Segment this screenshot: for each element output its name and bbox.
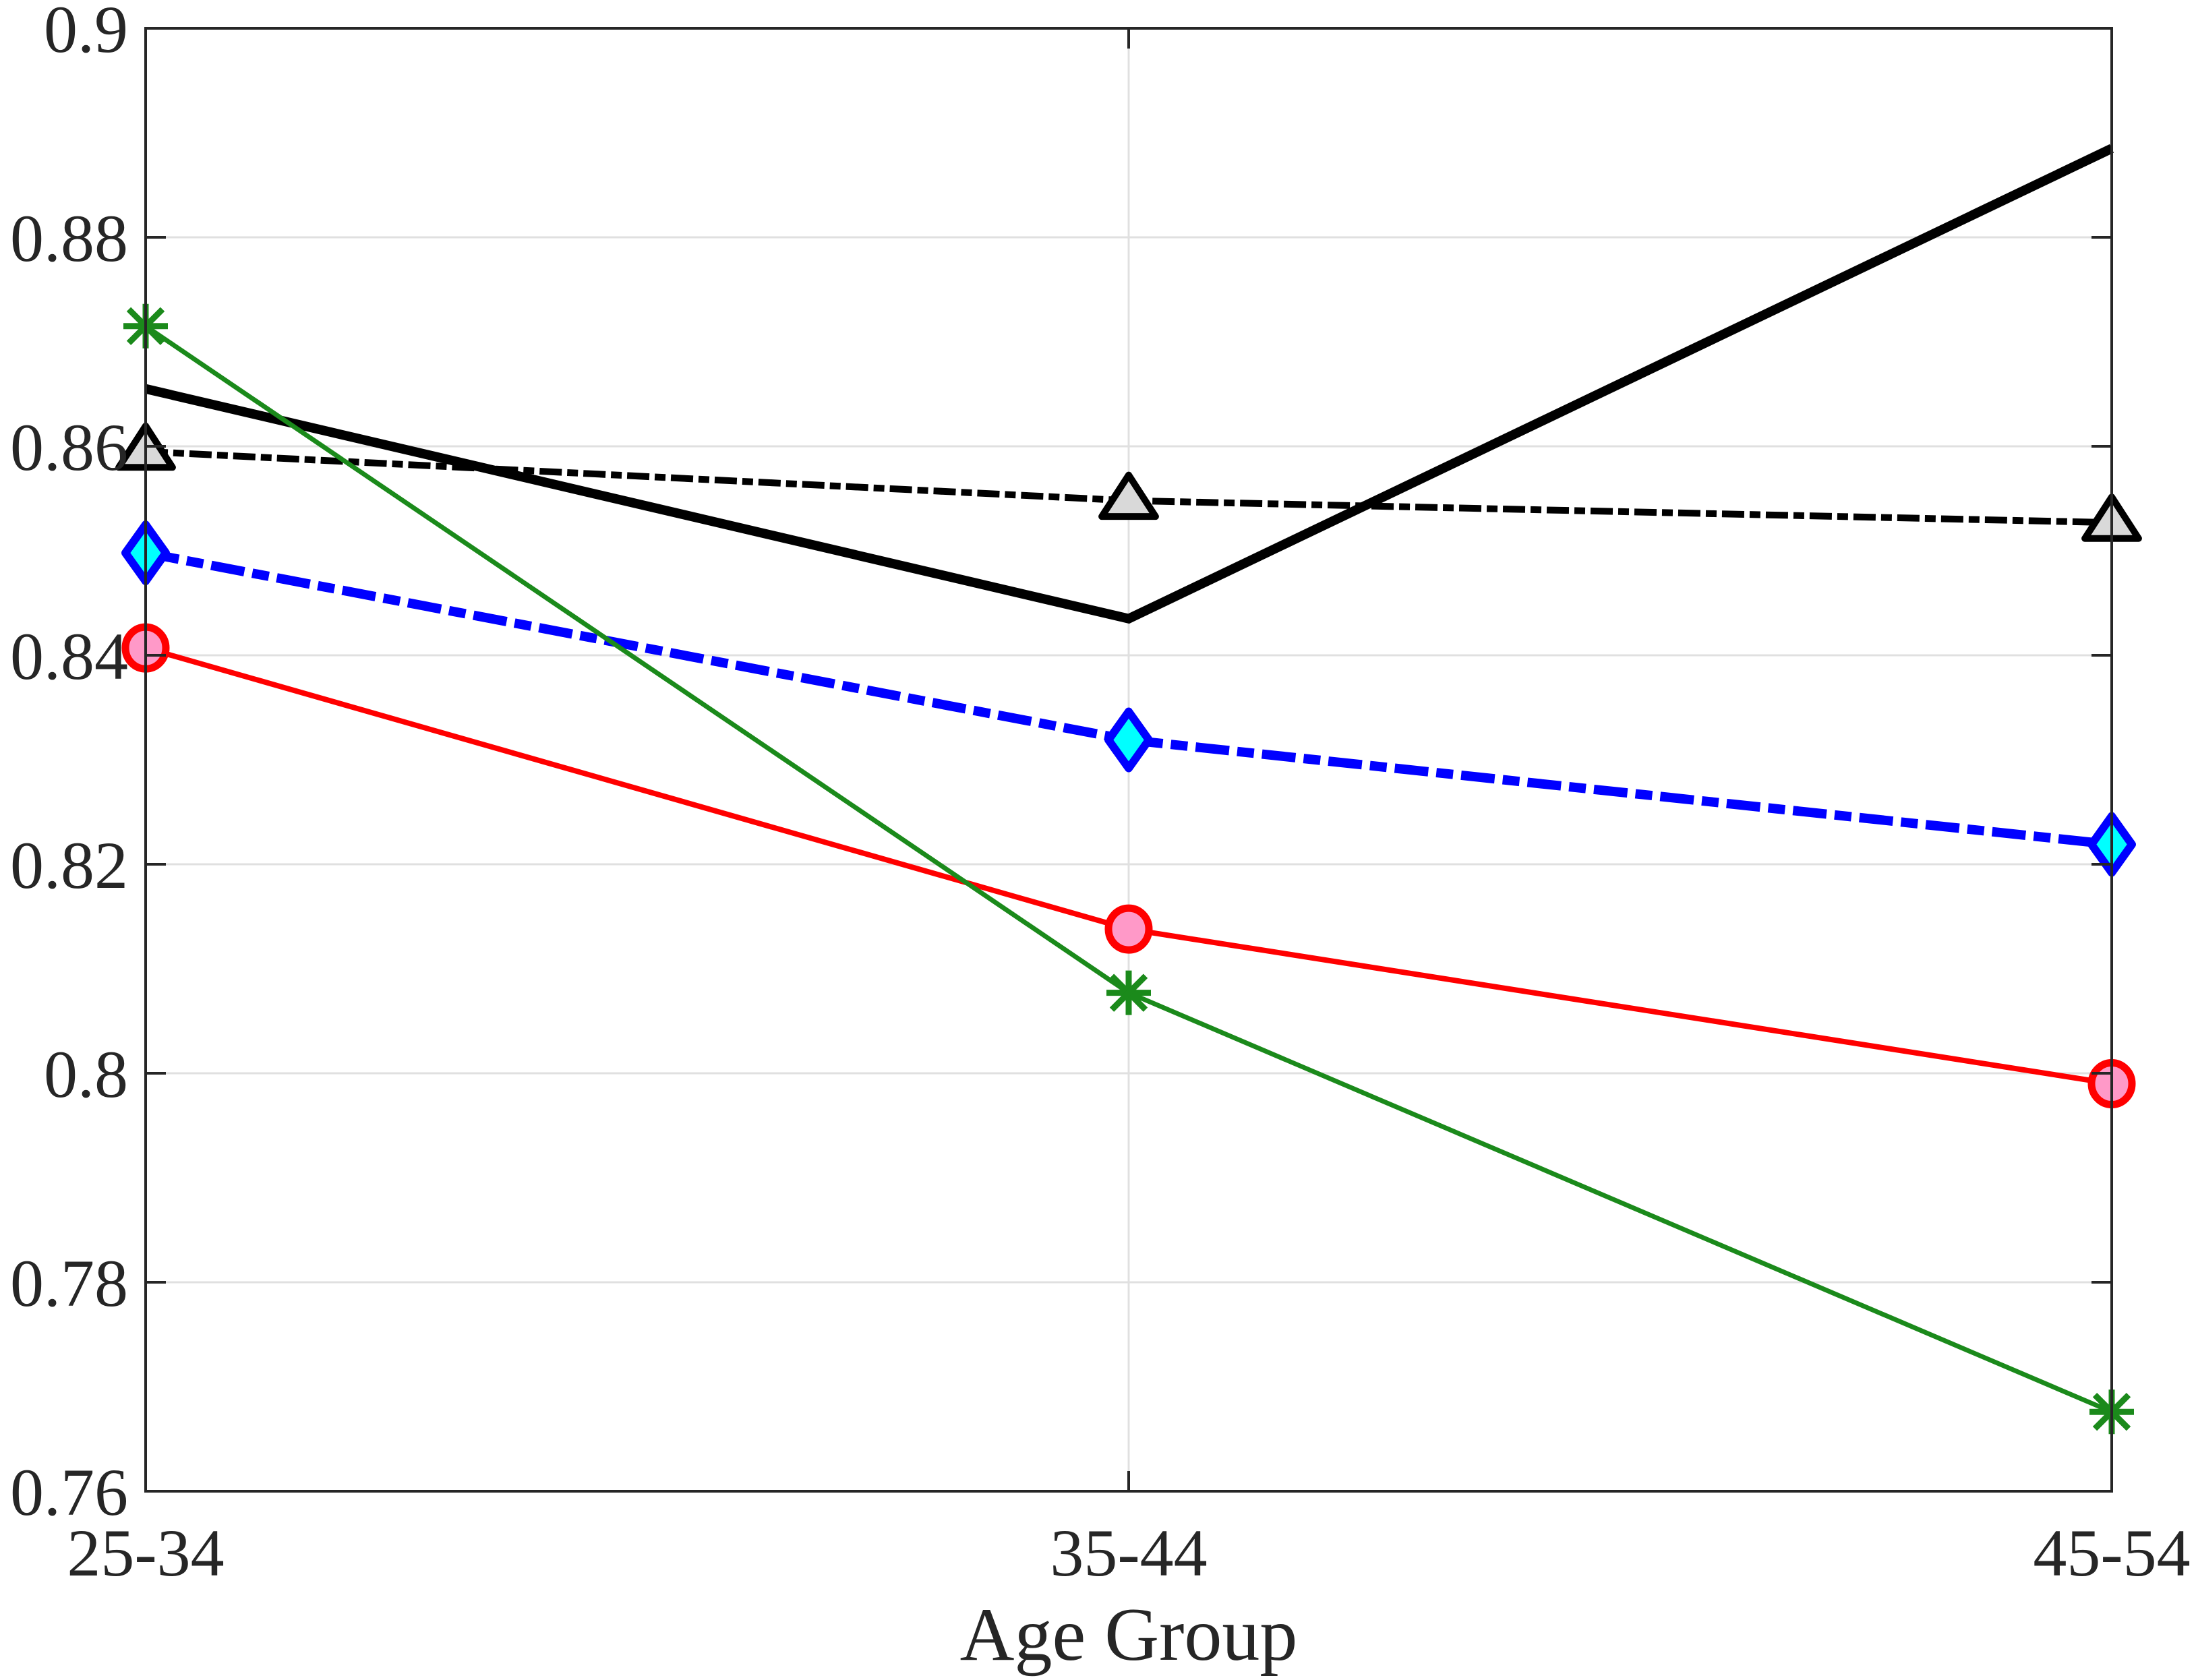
x-axis-title: Age Group xyxy=(960,1593,1298,1677)
x-tick-label-45-54: 45-54 xyxy=(2033,1516,2190,1590)
y-tick-label-0.88: 0.88 xyxy=(10,201,128,276)
y-tick-label-0.84: 0.84 xyxy=(10,619,128,694)
asterisk-marker xyxy=(1109,973,1148,1012)
x-axis-labels: 25-34 35-44 45-54 xyxy=(67,1516,2190,1590)
y-tick-label-0.9: 0.9 xyxy=(44,0,128,67)
series-layer xyxy=(115,144,2142,1435)
series-line xyxy=(144,548,2112,849)
x-tick-label-25-34: 25-34 xyxy=(67,1516,224,1590)
x-tick-label-35-44: 35-44 xyxy=(1050,1516,1207,1590)
y-axis-labels: 0.9 0.88 0.86 0.84 0.82 0.8 0.78 0.76 xyxy=(10,0,128,1530)
circle-marker xyxy=(1104,904,1153,954)
tick-marks xyxy=(144,27,2113,1493)
triangle-marker xyxy=(1098,471,1159,520)
y-tick-label-0.86: 0.86 xyxy=(10,410,128,485)
y-tick-label-0.76: 0.76 xyxy=(10,1455,128,1530)
y-tick-label-0.8: 0.8 xyxy=(44,1037,128,1112)
gridlines xyxy=(146,28,2112,1491)
series-blue-dashdot-diamond xyxy=(121,520,2136,877)
diamond-marker xyxy=(1104,707,1153,773)
y-tick-label-0.82: 0.82 xyxy=(10,828,128,903)
y-tick-label-0.78: 0.78 xyxy=(10,1246,128,1321)
